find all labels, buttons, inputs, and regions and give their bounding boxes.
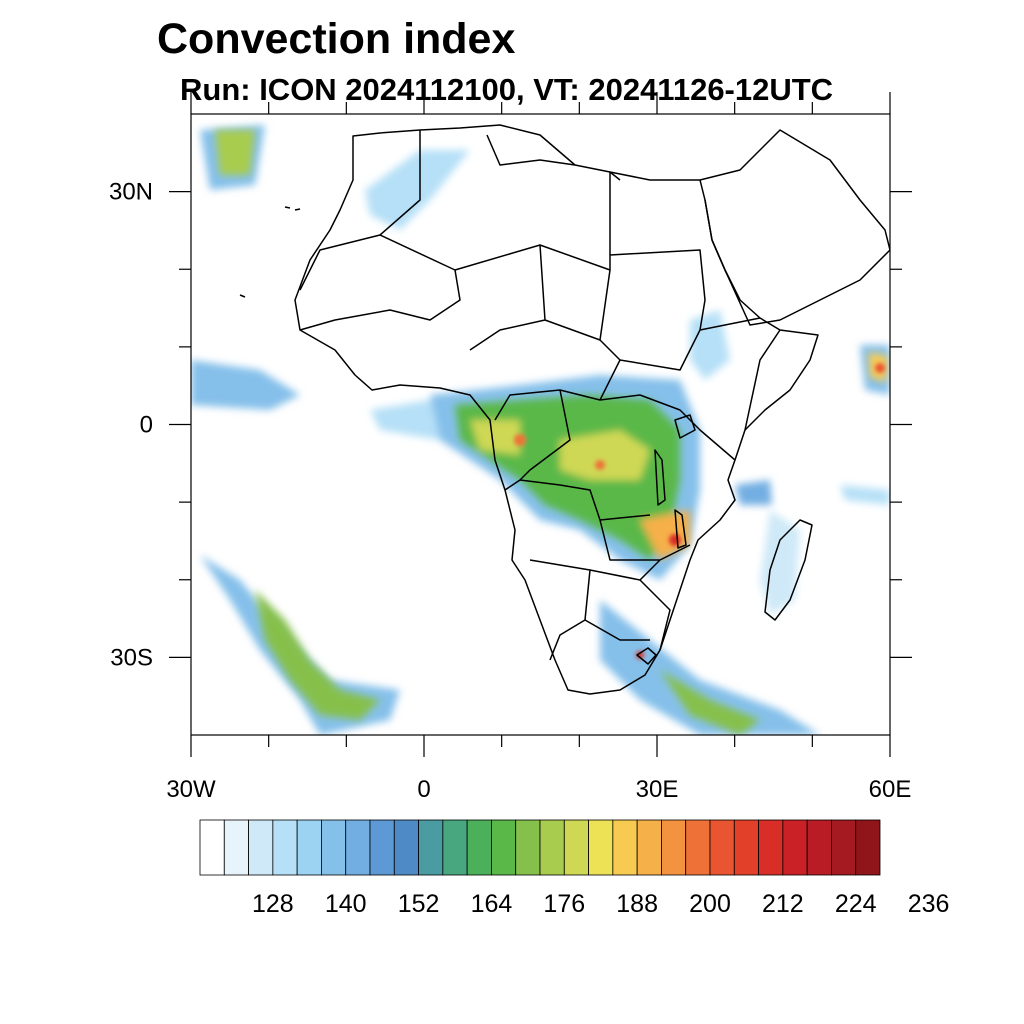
madagascar-coastline xyxy=(764,519,813,621)
colorbar-label: 140 xyxy=(325,890,367,918)
field-south-east-core xyxy=(660,670,760,735)
field-madagascar xyxy=(760,510,800,615)
colorbar-swatch xyxy=(612,819,638,876)
y-tick-label: 30S xyxy=(110,644,153,671)
field-nw-africa xyxy=(365,150,470,230)
field-hotspot-4 xyxy=(636,651,644,659)
canary-islands xyxy=(239,206,301,298)
colorbar-swatch xyxy=(199,819,225,876)
arabia-coastline xyxy=(699,129,890,326)
lake-malawi xyxy=(674,509,687,549)
field-hotspot-3 xyxy=(669,534,681,546)
y-tick-label: 30N xyxy=(109,179,153,206)
lake-tanganyika xyxy=(654,449,666,506)
colorbar-swatch xyxy=(685,819,711,876)
colorbar-swatch xyxy=(418,819,444,876)
x-tick-label: 30W xyxy=(166,776,216,803)
colorbar-swatch xyxy=(782,819,808,876)
colorbar-swatch xyxy=(369,819,395,876)
coastlines-borders xyxy=(239,124,890,695)
field-comoros xyxy=(735,480,772,505)
colorbar-label: 164 xyxy=(471,890,513,918)
red-sea-coast xyxy=(704,199,741,301)
colorbar-swatch xyxy=(466,819,492,876)
colorbar-swatch xyxy=(588,819,614,876)
field-indian-ocean-east xyxy=(840,485,890,505)
chart-title: Convection index xyxy=(157,15,516,63)
colorbar-label: 212 xyxy=(762,890,804,918)
colorbar-label: 176 xyxy=(543,890,585,918)
field-hotspot-5 xyxy=(875,363,885,373)
field-gabon-core xyxy=(470,420,520,455)
x-tick-label: 0 xyxy=(417,776,430,803)
colorbar-swatch xyxy=(296,819,322,876)
colorbar-swatch xyxy=(491,819,517,876)
colorbar-swatch xyxy=(806,819,832,876)
field-congo-core xyxy=(560,430,650,480)
colorbar-swatch xyxy=(345,819,371,876)
colorbar-label: 152 xyxy=(398,890,440,918)
field-south-atlantic-core xyxy=(255,590,380,720)
colorbar-label: 188 xyxy=(616,890,658,918)
field-hotspot-2 xyxy=(595,460,605,470)
field-south-east xyxy=(600,600,820,735)
colorbar-swatch xyxy=(636,819,662,876)
field-hotspot-1 xyxy=(514,434,526,446)
colorbar-swatch xyxy=(272,819,298,876)
colorbar-swatch xyxy=(539,819,565,876)
chart-subtitle: Run: ICON 2024112100, VT: 20241126-12UTC xyxy=(180,72,834,107)
axis-ticks xyxy=(169,92,912,757)
colorbar-swatch xyxy=(758,819,784,876)
x-tick-label: 60E xyxy=(869,776,912,803)
lesotho-border xyxy=(636,647,657,665)
convection-field xyxy=(191,125,890,735)
colorbar-swatch xyxy=(442,819,468,876)
colorbar-swatch xyxy=(223,819,249,876)
field-atlantic-nw-core xyxy=(215,130,255,175)
x-tick-label: 30E xyxy=(636,776,679,803)
y-tick-label: 0 xyxy=(140,412,153,439)
country-borders xyxy=(299,130,781,661)
colorbar-swatch xyxy=(321,819,347,876)
colorbar-swatch xyxy=(248,819,274,876)
colorbar-swatch xyxy=(733,819,759,876)
colorbar-swatch xyxy=(563,819,589,876)
colorbar-swatch xyxy=(661,819,687,876)
colorbar-label: 128 xyxy=(252,890,294,918)
colorbar-labels: 128 140 152 164 176 188 200 212 224 236 xyxy=(252,890,949,918)
colorbar-label: 200 xyxy=(689,890,731,918)
axis-tick-labels: 30W 0 30E 60E 30N 0 30S xyxy=(109,179,911,803)
colorbar-swatch xyxy=(709,819,735,876)
field-south-atlantic xyxy=(200,555,400,735)
colorbar-swatch xyxy=(393,819,419,876)
field-atlantic-west xyxy=(191,360,300,410)
colorbar-swatch xyxy=(831,819,857,876)
lake-victoria xyxy=(674,414,696,439)
colorbar-label: 224 xyxy=(835,890,877,918)
colorbar-swatch xyxy=(855,819,881,876)
colorbar-swatch xyxy=(515,819,541,876)
colorbar-label: 236 xyxy=(908,890,950,918)
colorbar xyxy=(199,819,881,876)
